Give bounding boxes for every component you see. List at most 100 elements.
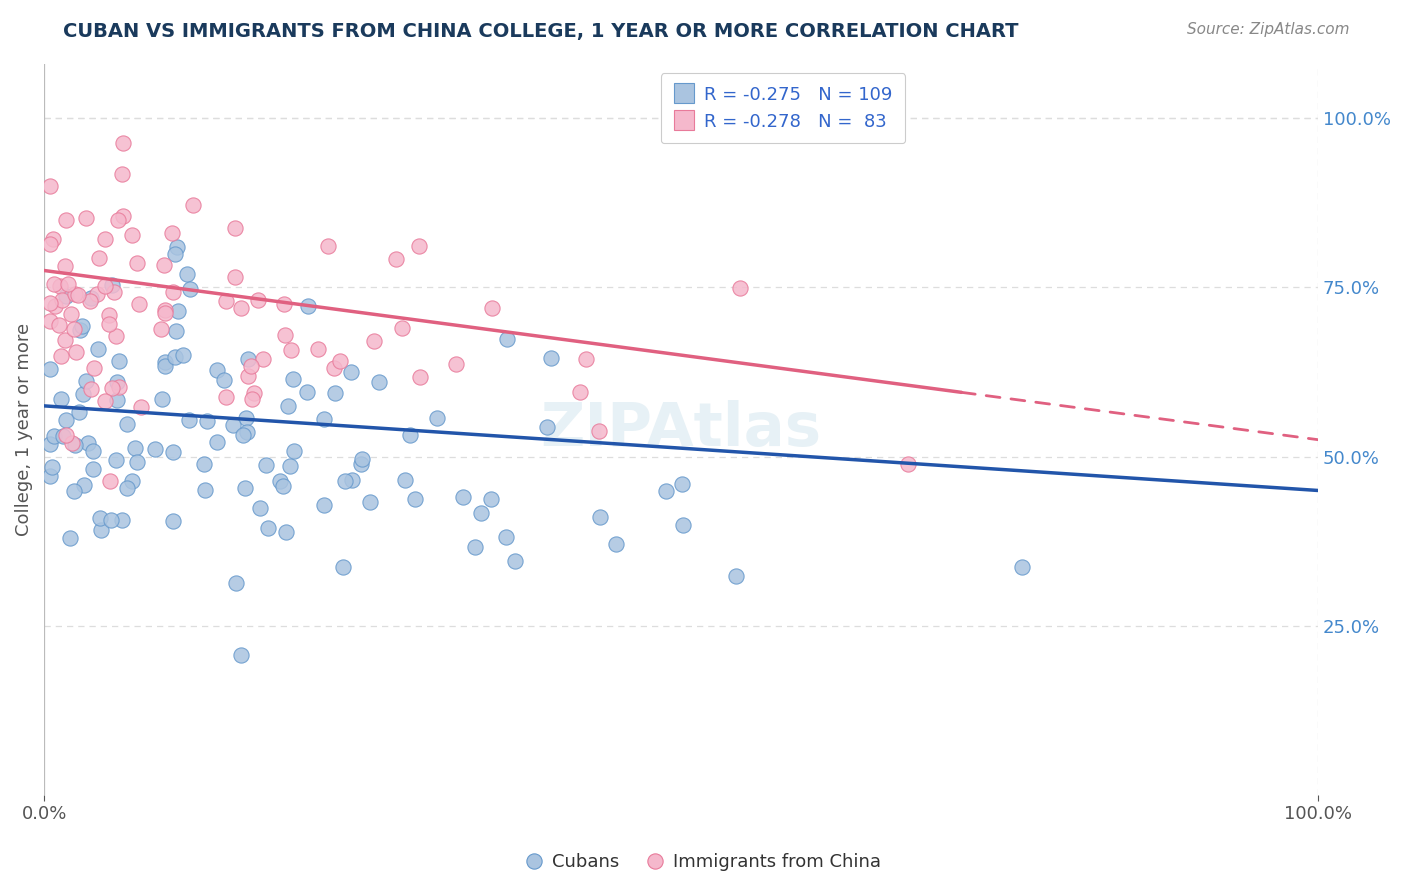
Point [281,372,304,386]
Point [221,417,243,432]
Point [80,382,103,396]
Point [73,477,96,491]
Point [112,136,135,150]
Point [224,221,246,235]
Point [121,475,143,489]
Point [101,381,124,395]
Point [76,435,98,450]
Point [162,444,184,458]
Point [108,354,131,368]
Point [179,282,201,296]
Point [181,197,204,211]
Point [39,362,62,376]
Point [249,501,271,516]
Point [363,334,385,349]
Point [143,442,166,457]
Point [72,386,94,401]
Point [451,490,474,504]
Point [51,392,73,406]
Point [94,232,117,246]
Point [340,473,363,487]
Point [426,411,449,425]
Point [111,209,134,223]
Point [350,452,373,467]
Point [409,369,432,384]
Point [193,457,215,471]
Point [367,375,389,389]
Point [163,350,186,364]
Point [115,417,138,431]
Point [172,348,194,362]
Point [323,385,346,400]
Point [568,384,591,399]
Point [75,374,97,388]
Point [205,435,228,450]
Point [69,323,91,337]
Point [49,349,72,363]
Point [385,252,408,266]
Point [80,291,103,305]
Point [39,178,62,193]
Point [207,363,229,377]
Point [236,368,259,383]
Point [103,285,125,300]
Point [605,536,627,550]
Text: Source: ZipAtlas.com: Source: ZipAtlas.com [1187,22,1350,37]
Point [166,240,188,254]
Point [444,357,467,371]
Point [239,359,262,373]
Point [195,415,218,429]
Point [897,457,920,471]
Point [63,286,86,301]
Point [121,227,143,242]
Point [252,352,274,367]
Point [212,373,235,387]
Point [269,474,291,488]
Point [329,353,352,368]
Point [49,279,72,293]
Point [93,393,115,408]
Point [404,491,426,506]
Point [243,386,266,401]
Point [194,483,217,497]
Point [167,304,190,318]
Point [495,530,517,544]
Point [63,321,86,335]
Point [39,469,62,483]
Point [536,420,558,434]
Point [233,481,256,495]
Point [232,427,254,442]
Point [470,506,492,520]
Point [277,399,299,413]
Point [350,457,373,471]
Point [312,412,335,426]
Point [128,297,150,311]
Point [55,289,77,303]
Point [67,405,90,419]
Point [654,484,676,499]
Point [274,327,297,342]
Point [93,279,115,293]
Y-axis label: College, 1 year or more: College, 1 year or more [15,323,32,536]
Point [59,307,82,321]
Point [125,455,148,469]
Point [505,554,527,568]
Point [100,513,122,527]
Point [479,491,502,506]
Point [283,443,305,458]
Point [65,344,87,359]
Point [495,332,517,346]
Point [124,442,146,456]
Point [163,246,186,260]
Point [280,343,302,357]
Point [229,648,252,662]
Point [152,258,174,272]
Legend: R = -0.275   N = 109, R = -0.278   N =  83: R = -0.275 N = 109, R = -0.278 N = 83 [661,73,905,144]
Point [44,299,66,313]
Point [89,510,111,524]
Point [297,385,319,400]
Point [238,352,260,367]
Point [105,375,128,389]
Point [333,474,356,488]
Point [79,293,101,308]
